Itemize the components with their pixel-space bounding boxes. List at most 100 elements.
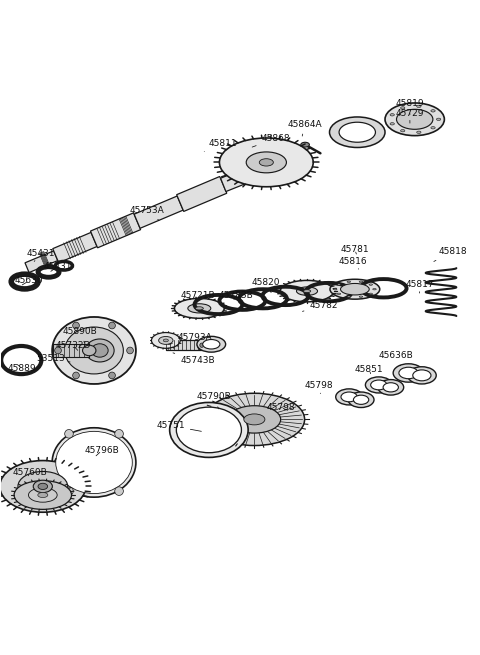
Text: 45630: 45630 xyxy=(15,276,44,285)
Bar xyxy=(53,344,89,357)
Ellipse shape xyxy=(297,287,318,295)
Polygon shape xyxy=(134,196,183,229)
Text: 45811: 45811 xyxy=(204,139,238,152)
Bar xyxy=(166,341,202,350)
Ellipse shape xyxy=(401,130,405,132)
Text: 45796B: 45796B xyxy=(84,446,119,456)
Ellipse shape xyxy=(369,293,372,295)
Ellipse shape xyxy=(359,296,363,297)
Text: 45721B: 45721B xyxy=(180,291,215,300)
Ellipse shape xyxy=(158,337,173,345)
Text: 45868: 45868 xyxy=(252,134,290,147)
Polygon shape xyxy=(221,168,252,191)
Ellipse shape xyxy=(38,483,48,489)
Ellipse shape xyxy=(52,317,136,384)
Ellipse shape xyxy=(336,389,362,405)
Ellipse shape xyxy=(52,428,136,497)
Ellipse shape xyxy=(219,138,313,187)
Text: 45820: 45820 xyxy=(252,278,280,293)
Ellipse shape xyxy=(436,118,441,121)
Ellipse shape xyxy=(38,493,48,498)
Ellipse shape xyxy=(176,407,241,453)
Circle shape xyxy=(72,322,79,329)
Ellipse shape xyxy=(259,159,273,166)
Text: 45798: 45798 xyxy=(266,403,295,412)
Ellipse shape xyxy=(378,380,404,395)
Ellipse shape xyxy=(353,395,369,404)
Text: 53513: 53513 xyxy=(36,354,70,363)
Ellipse shape xyxy=(393,364,424,382)
Ellipse shape xyxy=(246,152,287,173)
Ellipse shape xyxy=(197,341,206,350)
Text: 45793A: 45793A xyxy=(168,333,213,345)
Ellipse shape xyxy=(329,117,385,147)
Ellipse shape xyxy=(14,481,72,510)
Ellipse shape xyxy=(197,337,226,352)
Ellipse shape xyxy=(174,299,224,318)
Ellipse shape xyxy=(91,344,108,357)
Circle shape xyxy=(108,372,115,379)
Polygon shape xyxy=(177,176,227,212)
Text: 45790B: 45790B xyxy=(197,392,232,409)
Ellipse shape xyxy=(28,488,57,502)
Text: 45782: 45782 xyxy=(302,301,338,311)
Ellipse shape xyxy=(200,343,204,347)
Text: 45864A: 45864A xyxy=(288,120,323,136)
Ellipse shape xyxy=(195,307,204,310)
Text: 45760B: 45760B xyxy=(12,468,48,477)
Ellipse shape xyxy=(383,383,398,392)
Ellipse shape xyxy=(431,126,435,129)
Ellipse shape xyxy=(390,122,395,125)
Text: 45817: 45817 xyxy=(405,280,434,293)
Circle shape xyxy=(72,372,79,379)
Ellipse shape xyxy=(385,103,444,136)
Text: 45732D: 45732D xyxy=(56,341,91,350)
Ellipse shape xyxy=(396,109,433,129)
Ellipse shape xyxy=(169,402,248,457)
Circle shape xyxy=(55,347,61,354)
Ellipse shape xyxy=(34,481,51,492)
Text: 45889: 45889 xyxy=(8,364,36,373)
Ellipse shape xyxy=(373,288,376,290)
Circle shape xyxy=(65,430,73,438)
Ellipse shape xyxy=(280,280,334,302)
Circle shape xyxy=(65,487,73,495)
Ellipse shape xyxy=(0,460,86,512)
Text: 45818: 45818 xyxy=(434,248,467,261)
Ellipse shape xyxy=(371,380,387,390)
Polygon shape xyxy=(53,233,97,263)
Ellipse shape xyxy=(203,339,220,349)
Ellipse shape xyxy=(330,279,380,299)
Ellipse shape xyxy=(18,472,68,501)
Ellipse shape xyxy=(417,105,421,107)
Circle shape xyxy=(115,487,123,495)
Ellipse shape xyxy=(347,296,350,297)
Text: 45781: 45781 xyxy=(340,245,369,254)
Ellipse shape xyxy=(301,142,310,147)
Circle shape xyxy=(127,347,133,354)
Ellipse shape xyxy=(339,122,375,142)
Ellipse shape xyxy=(401,107,405,109)
Text: 45743B: 45743B xyxy=(173,353,215,365)
Ellipse shape xyxy=(417,131,421,134)
Ellipse shape xyxy=(348,392,374,407)
Circle shape xyxy=(108,322,115,329)
Ellipse shape xyxy=(244,414,265,425)
Ellipse shape xyxy=(347,281,350,282)
Ellipse shape xyxy=(431,109,435,112)
Ellipse shape xyxy=(204,393,305,445)
Ellipse shape xyxy=(365,377,392,393)
Ellipse shape xyxy=(65,327,123,374)
Ellipse shape xyxy=(337,293,341,295)
Ellipse shape xyxy=(337,284,341,286)
Ellipse shape xyxy=(56,432,132,494)
Circle shape xyxy=(115,430,123,438)
Ellipse shape xyxy=(83,345,96,356)
Text: 45783B: 45783B xyxy=(218,291,253,300)
Text: 45431: 45431 xyxy=(44,262,72,271)
Ellipse shape xyxy=(152,333,180,348)
Text: 45753A: 45753A xyxy=(130,206,165,220)
Ellipse shape xyxy=(399,367,418,379)
Text: 45816: 45816 xyxy=(338,257,367,269)
Ellipse shape xyxy=(413,370,431,381)
